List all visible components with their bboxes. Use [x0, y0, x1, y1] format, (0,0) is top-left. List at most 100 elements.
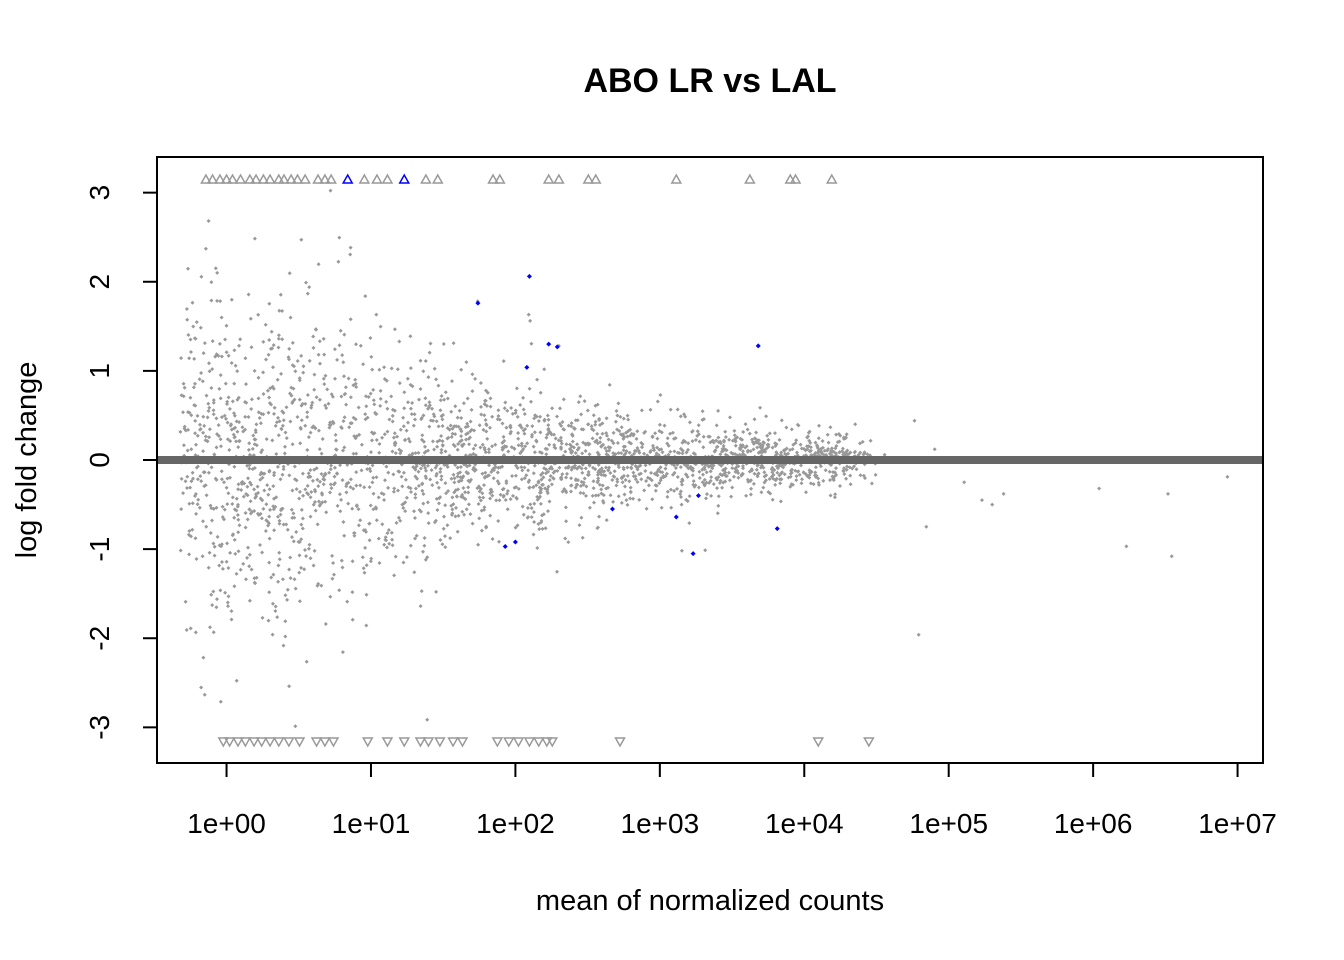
clipped-point-up — [542, 173, 555, 184]
x-axis-label: mean of normalized counts — [536, 885, 884, 917]
clipped-point-down — [456, 737, 469, 748]
significant-point — [609, 506, 615, 512]
clipped-point-up — [381, 173, 394, 184]
clipped-point-down — [532, 737, 545, 748]
clipped-point-up — [285, 173, 297, 184]
significant-point — [774, 526, 780, 532]
significant-point — [673, 514, 679, 520]
clipped-point-down — [541, 737, 553, 748]
clipped-point-down — [255, 737, 268, 748]
x-tick-label: 1e+07 — [1198, 808, 1277, 839]
y-axis-label: log fold change — [11, 362, 43, 559]
clipped-point-down — [812, 737, 825, 748]
y-tick-label: 2 — [84, 274, 115, 290]
significant-point — [524, 364, 530, 370]
significant-point — [526, 273, 532, 279]
clipped-point-up — [494, 173, 506, 184]
x-tick-label: 1e+01 — [332, 808, 411, 839]
x-tick-label: 1e+06 — [1054, 808, 1133, 839]
clipped-point-down — [232, 737, 244, 748]
clipped-point-down — [863, 737, 875, 748]
significant-point — [502, 543, 508, 549]
clipped-point-down — [248, 737, 260, 748]
clipped-point-up — [582, 173, 595, 184]
clipped-point-up — [244, 173, 256, 184]
clipped-point-up — [487, 173, 499, 184]
clipped-point-down — [546, 737, 559, 748]
clipped-point-up — [257, 173, 270, 184]
clipped-point-down — [523, 737, 536, 748]
clipped-point-up — [319, 173, 331, 184]
clipped-point-down — [223, 737, 236, 748]
significant-point — [690, 551, 696, 557]
significant-points-layer — [475, 273, 780, 557]
clipped-point-down — [434, 737, 446, 748]
clipped-point-up — [214, 173, 226, 184]
chart-title: ABO LR vs LAL — [583, 62, 836, 100]
clipped-point-down — [293, 737, 306, 748]
clipped-point-down — [310, 737, 323, 748]
clipped-point-down — [422, 737, 435, 748]
clipped-point-up — [206, 173, 219, 184]
clipped-point-up — [358, 173, 371, 184]
y-tick-label: -3 — [84, 715, 115, 740]
significant-point — [554, 344, 560, 350]
clipped-point-down — [503, 737, 515, 748]
clipped-point-down — [273, 737, 285, 748]
y-tick-label: 1 — [84, 363, 115, 379]
clipped-point-down — [614, 737, 626, 748]
clipped-point-down — [447, 737, 459, 748]
x-tick-label: 1e+02 — [476, 808, 555, 839]
clipped-point-down — [361, 737, 374, 748]
clipped-point-down — [239, 737, 252, 748]
clipped-point-up — [291, 173, 304, 184]
clipped-point-up — [264, 173, 276, 184]
significant-point — [512, 539, 518, 545]
clipped-point-up — [553, 173, 565, 184]
clipped-point-up — [341, 173, 354, 184]
clipped-point-down — [398, 737, 411, 748]
clipped-point-up — [431, 173, 444, 184]
clipped-point-up — [398, 173, 411, 184]
clipped-point-down — [327, 737, 340, 748]
clipped-point-up — [744, 173, 756, 184]
clipped-point-down — [414, 737, 427, 748]
clipped-point-up — [299, 173, 311, 184]
clipped-point-down — [491, 737, 504, 748]
clipped-point-up — [278, 173, 290, 184]
y-tick-label: 0 — [84, 452, 115, 468]
x-tick-label: 1e+05 — [909, 808, 988, 839]
clipped-point-down — [283, 737, 295, 748]
clipped-point-up — [371, 173, 383, 184]
clipped-point-down — [512, 737, 525, 748]
clipped-points-layer — [200, 173, 875, 748]
clipped-point-down — [319, 737, 331, 748]
clipped-point-up — [200, 173, 212, 184]
clipped-point-up — [226, 173, 239, 184]
clipped-point-up — [670, 173, 683, 184]
significant-point — [546, 341, 552, 347]
significant-point — [695, 493, 701, 499]
clipped-point-up — [220, 173, 233, 184]
y-tick-label: -1 — [84, 537, 115, 562]
clipped-point-up — [789, 173, 802, 184]
significant-point — [755, 343, 761, 349]
x-tick-label: 1e+03 — [621, 808, 700, 839]
clipped-point-up — [325, 173, 337, 184]
clipped-point-up — [234, 173, 247, 184]
y-axis: -3 -2 -1 0 1 2 3 — [84, 185, 158, 740]
x-tick-label: 1e+04 — [765, 808, 844, 839]
significant-point — [475, 300, 481, 306]
clipped-point-up — [250, 173, 262, 184]
clipped-point-up — [420, 173, 432, 184]
y-tick-label: 3 — [84, 185, 115, 201]
y-tick-label: -2 — [84, 626, 115, 651]
clipped-point-up — [312, 173, 324, 184]
clipped-point-up — [825, 173, 838, 184]
clipped-point-up — [589, 173, 602, 184]
clipped-point-down — [217, 737, 230, 748]
x-tick-label: 1e+00 — [187, 808, 266, 839]
clipped-point-down — [381, 737, 394, 748]
x-axis: 1e+00 1e+01 1e+02 1e+03 1e+04 1e+05 1e+06 1e+07 — [187, 762, 1277, 839]
